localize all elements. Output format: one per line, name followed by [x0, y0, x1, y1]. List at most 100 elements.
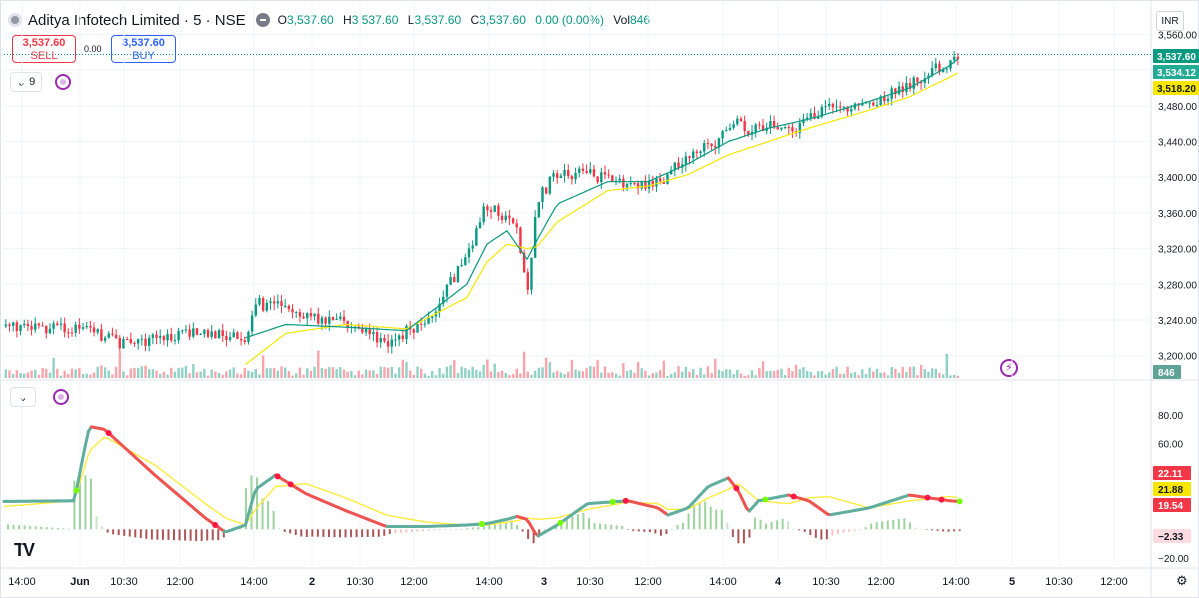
histogram-bar [759, 519, 762, 530]
sell-button[interactable]: 3,537.60 SELL [12, 35, 76, 63]
indicators-collapse-button[interactable]: ⌄ 9 [10, 72, 42, 92]
volume-bar [313, 366, 316, 378]
candle-body [460, 264, 463, 267]
histogram-bar [565, 518, 568, 530]
candle-body [567, 170, 570, 177]
candle-body [703, 143, 706, 152]
histogram-bar [947, 529, 950, 532]
volume-bar [401, 359, 405, 378]
symbol-logo-icon [8, 13, 22, 27]
buy-button[interactable]: 3,537.60 BUY [111, 35, 176, 63]
histogram-bar [139, 529, 142, 539]
volume-bar [390, 366, 393, 378]
histogram-bar [361, 529, 364, 538]
volume-bar [309, 370, 313, 378]
osc-y-tick-label: 80.00 [1158, 411, 1183, 422]
volume-bar [886, 375, 890, 378]
candle-body [706, 143, 710, 145]
volume-bar [809, 371, 813, 378]
histogram-bar [316, 529, 319, 537]
volume-bar [666, 375, 669, 378]
histogram-bar [599, 523, 602, 530]
market-status-icon[interactable] [255, 13, 270, 27]
candle-body [210, 331, 213, 337]
histogram-bar [626, 529, 629, 530]
candle-body [4, 324, 8, 327]
volume-bar [419, 368, 423, 378]
histogram-bar [798, 529, 801, 531]
candle-body [592, 169, 596, 177]
lightning-icon[interactable]: ⚡ [1000, 359, 1018, 377]
gear-icon[interactable]: ⚙ [1176, 573, 1188, 588]
histogram-bar [488, 524, 491, 530]
volume-bar [754, 375, 757, 378]
ma-slow-line [245, 72, 958, 366]
volume-bar [74, 369, 77, 378]
candle-body [919, 82, 923, 84]
volume-bars [4, 350, 960, 378]
histogram-bar [809, 529, 812, 536]
ma-slow-tag: 3,518.20 [1157, 84, 1196, 95]
histogram-bar [311, 529, 314, 537]
candle-body [544, 187, 548, 194]
volume-bar [195, 372, 199, 378]
histogram-bar [931, 529, 934, 531]
candle-body [570, 176, 574, 180]
moving-averages [4, 53, 1151, 366]
volume-bar [52, 357, 55, 378]
volume-bar [431, 371, 434, 378]
volume-bar [600, 372, 603, 378]
candle-body [306, 313, 309, 319]
volume-bar [287, 371, 291, 378]
histogram-bar [477, 527, 480, 530]
volume-bar [787, 367, 790, 378]
candle-body [552, 173, 555, 177]
x-tick-label: 14:00 [8, 576, 36, 588]
histogram-bar [543, 529, 546, 531]
symbol-legend[interactable]: Aditya Infotech Limited · 5 · NSE O3,537… [8, 8, 656, 32]
candle-body [258, 298, 261, 305]
candle-body [515, 223, 518, 228]
volume-bar [34, 369, 37, 378]
currency-badge[interactable]: INR [1156, 11, 1184, 31]
candle-body [622, 178, 625, 188]
candle-body [868, 102, 871, 104]
symbol-title[interactable]: Aditya Infotech Limited · 5 · NSE [28, 11, 246, 29]
volume-bar [184, 366, 188, 378]
candle-body [699, 151, 702, 154]
histogram-bar [748, 529, 751, 538]
volume-bar [497, 372, 500, 378]
candle-body [905, 83, 908, 92]
pane-sync-icon[interactable] [53, 389, 69, 405]
sync-icon[interactable] [55, 74, 71, 90]
candle-body [611, 175, 614, 182]
histogram-bar [538, 529, 541, 537]
volume-bar [353, 375, 357, 378]
candle-body [339, 316, 342, 319]
candle-body [228, 337, 232, 341]
histogram-bar [919, 529, 922, 530]
histogram-bar [305, 529, 308, 537]
volume-bar [261, 355, 265, 378]
candle-body [225, 335, 228, 341]
candle-body [250, 315, 254, 332]
histogram-bar [576, 514, 579, 530]
volume-bar [295, 373, 298, 378]
histogram-bar [322, 529, 325, 537]
histogram-bar [825, 529, 828, 540]
volume-bar [791, 371, 794, 378]
histogram-bar [167, 529, 170, 540]
candle-body [824, 106, 827, 108]
candle-body [85, 326, 88, 328]
tradingview-logo-icon[interactable]: TV [14, 540, 35, 560]
spread-value: 0.00 [84, 44, 102, 54]
candle-body [813, 113, 816, 119]
candle-body [511, 218, 515, 224]
volume-bar [614, 373, 618, 378]
pane-collapse-button[interactable]: ⌄ [10, 387, 36, 407]
volume-bar [361, 374, 364, 378]
volume-bar [397, 367, 401, 378]
volume-bar [331, 367, 335, 378]
ma-fast-line [245, 58, 959, 339]
